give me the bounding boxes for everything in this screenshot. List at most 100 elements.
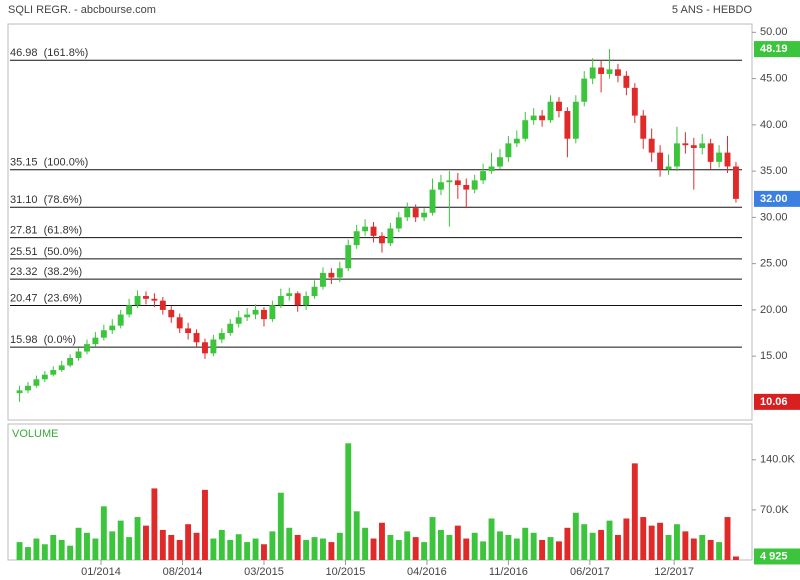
candle-body xyxy=(640,115,647,139)
candle-body xyxy=(488,166,495,172)
y-tick-label: 50.00 xyxy=(760,26,788,38)
candle-body xyxy=(202,342,208,354)
volume-bar xyxy=(134,517,141,560)
candle-body xyxy=(134,296,141,306)
volume-bar xyxy=(463,538,470,560)
candle-body xyxy=(227,323,234,334)
candle-body xyxy=(631,87,638,116)
volume-bar xyxy=(648,525,655,560)
volume-bar xyxy=(168,534,175,560)
volume-bar xyxy=(707,539,714,560)
candle-body xyxy=(210,339,217,354)
chart-subtitle: 5 ANS - HEBDO xyxy=(672,4,753,16)
volume-bar xyxy=(252,538,259,560)
volume-bar xyxy=(615,534,621,560)
volume-bar xyxy=(336,532,343,560)
candle-body xyxy=(429,189,436,213)
candle-body xyxy=(345,245,352,269)
candle-body xyxy=(505,143,512,158)
candle-body xyxy=(362,226,369,232)
volume-bar xyxy=(328,542,335,560)
candle-body xyxy=(699,143,706,148)
price-marker xyxy=(754,41,800,58)
volume-bar xyxy=(303,539,310,560)
candle-body xyxy=(41,374,48,380)
volume-bar xyxy=(345,443,352,560)
candle-body xyxy=(395,217,402,229)
volume-bar xyxy=(429,517,436,560)
volume-bar xyxy=(218,529,225,560)
x-tick-label: 03/2015 xyxy=(244,566,284,578)
candle-body xyxy=(58,365,65,371)
volume-bar xyxy=(438,529,444,560)
candle-body xyxy=(404,208,411,218)
volume-bar xyxy=(210,538,217,560)
candle-body xyxy=(682,143,689,146)
volume-bar xyxy=(699,534,706,560)
volume-bar xyxy=(353,511,360,560)
volume-bar xyxy=(733,556,739,560)
volume-bar xyxy=(690,538,697,560)
volume-bar xyxy=(556,541,562,560)
volume-bar xyxy=(261,544,267,560)
fib-label: 46.98 (161.8%) xyxy=(10,47,88,59)
fib-label: 23.32 (38.2%) xyxy=(10,266,82,278)
candle-body xyxy=(572,101,579,139)
volume-bar xyxy=(176,539,183,560)
candle-body xyxy=(252,309,259,315)
volume-bar xyxy=(387,534,394,560)
candle-body xyxy=(564,110,571,139)
price-panel xyxy=(7,23,753,421)
volume-bar xyxy=(539,539,546,560)
volume-bar xyxy=(151,488,158,560)
volume-bar xyxy=(117,520,124,560)
candle-body xyxy=(648,138,655,153)
candle-body xyxy=(547,101,554,121)
volume-bar xyxy=(244,542,251,560)
volume-bar xyxy=(522,527,529,560)
candle-body xyxy=(522,120,529,139)
volume-bar xyxy=(547,537,554,560)
candle-body xyxy=(328,272,335,278)
price-marker xyxy=(754,393,800,410)
y-tick-label: 20.00 xyxy=(760,304,788,316)
candle-body xyxy=(75,351,82,359)
y-tick-label: 35.00 xyxy=(760,165,788,177)
candle-body xyxy=(589,67,596,79)
volume-bar xyxy=(202,489,208,560)
volume-bar xyxy=(724,517,731,560)
candle-body xyxy=(370,226,377,236)
volume-bar xyxy=(193,532,200,560)
candle-body xyxy=(623,75,630,88)
candle-body xyxy=(50,370,57,375)
volume-bar xyxy=(25,547,31,560)
candle-body xyxy=(286,293,293,297)
candle-body xyxy=(277,296,284,306)
candle-body xyxy=(471,180,478,190)
volume-bar xyxy=(92,538,99,560)
y-tick-label: 45.00 xyxy=(760,72,788,84)
price-marker-label: 10.06 xyxy=(760,396,788,408)
x-tick-label: 10/2015 xyxy=(326,566,366,578)
y-tick-label: 25.00 xyxy=(760,258,788,270)
candle-body xyxy=(33,379,40,386)
volume-bar xyxy=(589,532,596,560)
volume-bar xyxy=(75,527,82,560)
volume-bar xyxy=(665,534,672,560)
candle-body xyxy=(92,337,99,345)
volume-bar xyxy=(412,537,419,560)
fib-label: 20.47 (23.6%) xyxy=(10,292,82,304)
candle-body xyxy=(25,385,31,391)
candle-body xyxy=(176,317,183,329)
candle-body xyxy=(67,358,74,366)
candle-body xyxy=(665,166,672,170)
candle-body xyxy=(193,333,200,343)
chart-title: SQLI REGR. - abcbourse.com xyxy=(8,4,156,16)
volume-bar xyxy=(50,534,57,560)
volume-bar xyxy=(606,520,613,560)
candle-body xyxy=(294,293,301,306)
price-marker-label: 32.00 xyxy=(760,193,788,205)
fib-label: 31.10 (78.6%) xyxy=(10,194,82,206)
candle-body xyxy=(463,184,470,190)
candle-body xyxy=(530,115,537,121)
